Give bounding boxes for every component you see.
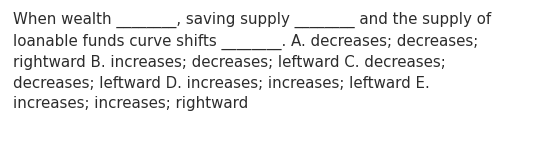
Text: When wealth ________, saving supply ________ and the supply of
loanable funds cu: When wealth ________, saving supply ____… [13,12,491,111]
